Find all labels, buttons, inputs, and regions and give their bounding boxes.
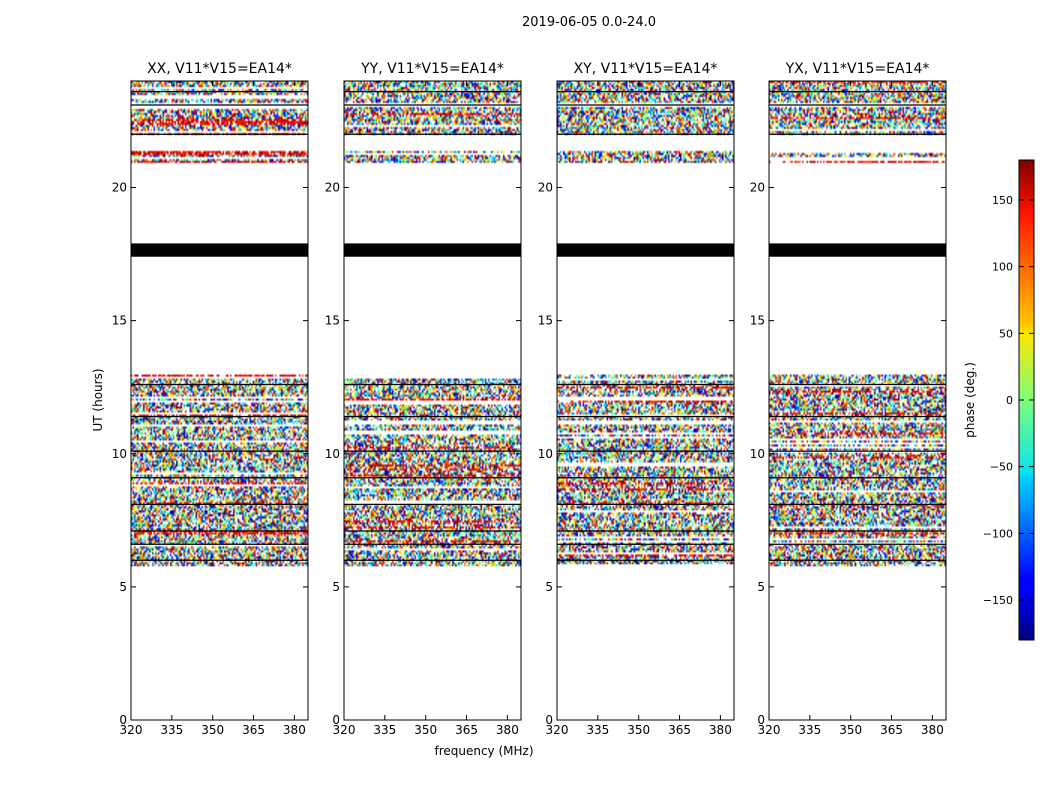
panel-xy: XY, V11*V15=EA14* 0 5 10 15 20 320 335 350 365 380	[538, 61, 735, 737]
x-tick-label: 335	[160, 723, 183, 737]
panel-title: YY, V11*V15=EA14*	[360, 61, 504, 77]
panels: XX, V11*V15=EA14* 0 5 10 15 20 320 335 350 365 380…	[112, 61, 947, 737]
x-tick-label: 335	[373, 723, 396, 737]
x-tick-label: 380	[283, 723, 306, 737]
plot-frame	[768, 80, 947, 721]
y-tick-label: 5	[545, 580, 553, 594]
colorbar-tick-label: −150	[983, 594, 1013, 607]
y-tick-label: 10	[325, 447, 340, 461]
y-tick-label: 5	[332, 580, 340, 594]
panel-title: YX, V11*V15=EA14*	[785, 61, 930, 77]
x-tick-label: 350	[627, 723, 650, 737]
phase-heatmap	[131, 81, 308, 720]
plot-frame	[556, 80, 735, 721]
plot-frame	[343, 80, 522, 721]
y-tick-label: 0	[332, 713, 340, 727]
x-tick-label: 320	[120, 723, 143, 737]
x-axis-label: frequency (MHz)	[434, 744, 533, 758]
flagged-band	[131, 243, 308, 257]
x-tick-label: 320	[758, 723, 781, 737]
x-tick-label: 335	[798, 723, 821, 737]
colorbar-tick-label: −50	[990, 461, 1013, 474]
plot-frame	[130, 80, 309, 721]
y-tick-label: 15	[325, 314, 340, 328]
x-tick-label: 365	[880, 723, 903, 737]
panel-yx: YX, V11*V15=EA14* 0 5 10 15 20 320 335 350 365 380	[750, 61, 947, 737]
phase-heatmap	[344, 81, 521, 720]
x-tick-label: 365	[455, 723, 478, 737]
y-tick-label: 15	[750, 314, 765, 328]
y-tick-label: 10	[538, 447, 553, 461]
y-tick-label: 20	[538, 181, 553, 195]
y-axis-label: UT (hours)	[91, 368, 105, 431]
y-tick-label: 5	[119, 580, 127, 594]
y-tick-label: 0	[545, 713, 553, 727]
colorbar-label: phase (deg.)	[963, 362, 977, 438]
y-tick-label: 10	[750, 447, 765, 461]
panel-title: XY, V11*V15=EA14*	[574, 61, 718, 77]
y-tick-label: 0	[119, 713, 127, 727]
colorbar-tick-label: 0	[1006, 394, 1013, 407]
colorbar-tick-label: −100	[983, 527, 1013, 540]
flagged-band	[769, 243, 946, 257]
x-tick-label: 350	[839, 723, 862, 737]
x-tick-label: 365	[242, 723, 265, 737]
y-tick-label: 20	[325, 181, 340, 195]
phase-heatmap	[769, 81, 946, 720]
flagged-band	[344, 243, 521, 257]
x-tick-label: 380	[709, 723, 732, 737]
colorbar-tick-label: 50	[999, 327, 1013, 340]
phase-heatmap	[557, 81, 734, 720]
x-tick-label: 350	[414, 723, 437, 737]
x-tick-label: 365	[668, 723, 691, 737]
y-tick-label: 15	[538, 314, 553, 328]
x-tick-label: 380	[921, 723, 944, 737]
colorbar: 150 100 50 0 −50 −100 −150	[983, 159, 1035, 641]
colorbar-tick-label: 100	[992, 261, 1013, 274]
y-tick-label: 20	[750, 181, 765, 195]
colorbar-tick-label: 150	[992, 194, 1013, 207]
x-tick-label: 350	[201, 723, 224, 737]
y-tick-label: 15	[112, 314, 127, 328]
panel-xx: XX, V11*V15=EA14* 0 5 10 15 20 320 335 350 365 380	[112, 61, 309, 737]
x-tick-label: 380	[496, 723, 519, 737]
panel-yy: YY, V11*V15=EA14* 0 5 10 15 20 320 335 350 365 380	[325, 61, 522, 737]
flagged-band	[557, 243, 734, 257]
x-tick-label: 335	[586, 723, 609, 737]
figure-suptitle: 2019-06-05 0.0-24.0	[522, 15, 656, 30]
y-tick-label: 20	[112, 181, 127, 195]
y-tick-label: 10	[112, 447, 127, 461]
panel-title: XX, V11*V15=EA14*	[147, 61, 292, 77]
y-tick-label: 5	[757, 580, 765, 594]
x-tick-label: 320	[333, 723, 356, 737]
y-tick-label: 0	[757, 713, 765, 727]
x-tick-label: 320	[546, 723, 569, 737]
